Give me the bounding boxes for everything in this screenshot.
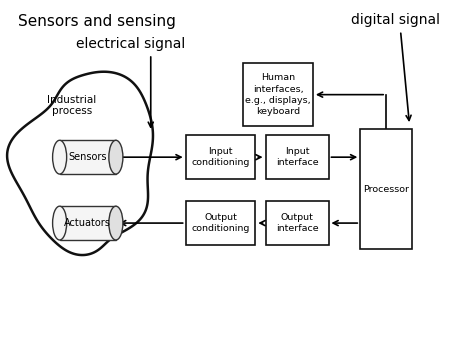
- Bar: [360, 129, 412, 249]
- Text: Output
conditioning: Output conditioning: [191, 213, 250, 233]
- Ellipse shape: [109, 140, 123, 174]
- Ellipse shape: [53, 140, 67, 174]
- Text: Industrial
process: Industrial process: [47, 95, 97, 116]
- Text: Sensors and sensing: Sensors and sensing: [18, 14, 176, 28]
- Ellipse shape: [109, 206, 123, 240]
- Ellipse shape: [53, 206, 67, 240]
- Bar: [266, 135, 328, 179]
- Bar: [59, 206, 116, 240]
- Text: Processor: Processor: [363, 185, 409, 194]
- Bar: [59, 140, 116, 174]
- Bar: [185, 201, 256, 245]
- Text: Actuators: Actuators: [64, 218, 111, 228]
- Bar: [185, 135, 256, 179]
- Text: Human
interfaces,
e.g., displays,
keyboard: Human interfaces, e.g., displays, keyboa…: [245, 73, 311, 116]
- Text: Sensors: Sensors: [68, 152, 107, 162]
- Text: Output
interface: Output interface: [276, 213, 318, 233]
- Bar: [243, 64, 313, 126]
- Text: digital signal: digital signal: [351, 13, 440, 27]
- Text: electrical signal: electrical signal: [76, 37, 185, 51]
- Text: Input
interface: Input interface: [276, 147, 318, 167]
- Text: Input
conditioning: Input conditioning: [191, 147, 250, 167]
- Bar: [266, 201, 328, 245]
